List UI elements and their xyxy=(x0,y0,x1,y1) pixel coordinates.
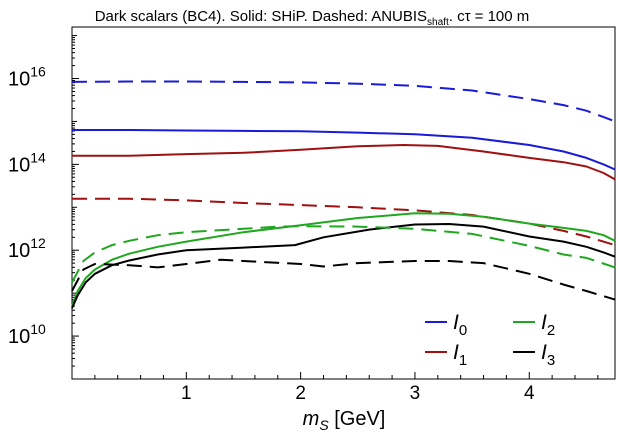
y-tick-label: 1016 xyxy=(8,64,46,91)
series-I3_solid xyxy=(71,223,616,309)
x-tick-label: 1 xyxy=(181,383,192,404)
chart-title-subscript: shaft xyxy=(427,17,449,28)
legend: I0 I2 I1 I3 xyxy=(425,311,555,369)
chart-title: Dark scalars (BC4). Solid: SHiP. Dashed:… xyxy=(95,8,530,28)
y-tick-label: 1014 xyxy=(8,149,46,176)
x-axis-label: mS [GeV] xyxy=(303,408,386,433)
series-I0_dashed xyxy=(71,80,616,123)
series-I2_solid xyxy=(71,212,616,307)
legend-label: I3 xyxy=(541,341,555,369)
x-tick-label: 3 xyxy=(410,383,421,404)
legend-label: I0 xyxy=(453,311,467,339)
series-I1_dashed xyxy=(72,197,616,247)
y-tick-label: 1010 xyxy=(8,321,46,348)
x-tick-label: 4 xyxy=(524,383,535,404)
series-layer xyxy=(71,80,616,309)
y-axis: 1010 1012 1014 1016 xyxy=(8,35,79,380)
x-tick-label: 2 xyxy=(295,383,306,404)
series-I0_solid xyxy=(72,129,616,171)
legend-label: I1 xyxy=(453,341,467,369)
plot-frame xyxy=(71,26,616,380)
series-I3_dashed xyxy=(71,258,616,301)
series-I1_solid xyxy=(72,144,616,181)
legend-label: I2 xyxy=(541,311,555,339)
x-axis: 1 2 3 4 xyxy=(94,372,599,404)
series-I2_dashed xyxy=(71,225,616,283)
y-tick-label: 1012 xyxy=(8,235,46,262)
